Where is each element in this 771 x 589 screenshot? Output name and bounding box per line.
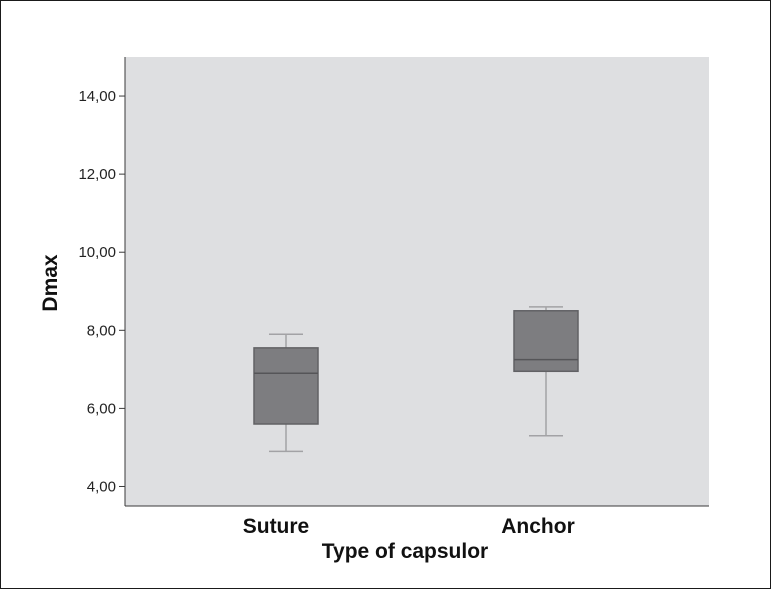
x-category-label: Suture [243,515,310,538]
iqr-box [253,347,319,425]
x-axis-title: Type of capsulor [322,540,488,563]
plot-area [125,57,709,506]
y-tick-label: 10,00 [78,244,116,261]
y-axis-ticks: 4,00 6,00 8,00 10,00 12,00 14,00 [78,88,125,495]
y-tick-label: 8,00 [87,322,116,339]
y-tick-label: 14,00 [78,88,116,105]
x-category-label: Anchor [501,515,575,538]
box-suture [253,333,319,453]
y-tick-label: 6,00 [87,400,116,417]
y-tick-label: 12,00 [78,166,116,183]
x-axis-categories: Suture Anchor [243,515,575,538]
box-anchor [513,306,579,437]
y-tick-label: 4,00 [87,478,116,495]
y-axis-title: Dmax [39,254,62,312]
iqr-box [513,310,579,373]
boxes-group [253,306,579,453]
